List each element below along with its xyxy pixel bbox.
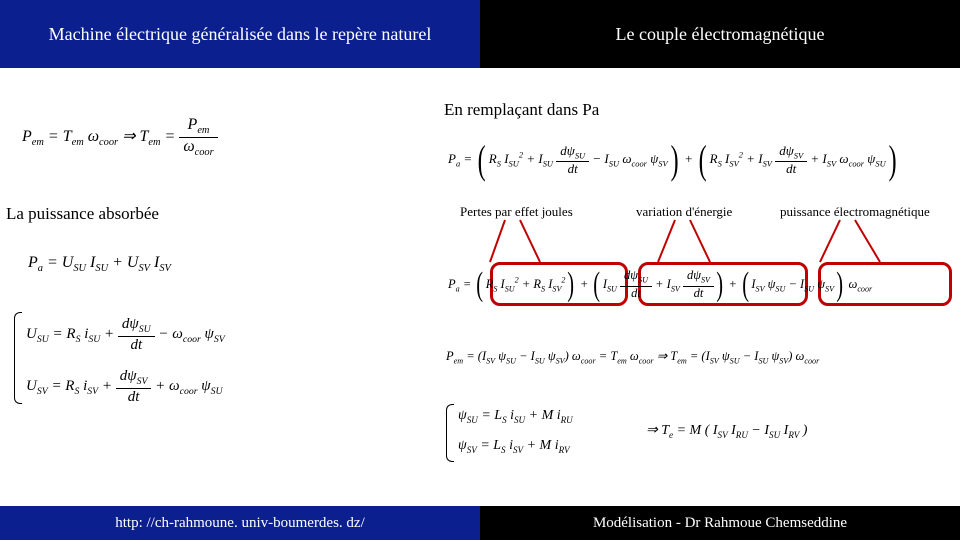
header-right-title: Le couple électromagnétique xyxy=(480,0,960,68)
header-left-title: Machine électrique généralisée dans le r… xyxy=(0,0,480,68)
brace-u-system xyxy=(14,312,22,404)
eq-pa-expanded: Pa = (RS ISU2 + ISU dψSUdt − ISU ωcoor ψ… xyxy=(448,140,899,180)
eq-pa-grouped: Pa = (RS ISU2 + RS ISV2) + (ISU dψSUdt +… xyxy=(448,268,872,302)
eq-pem-result: Pem = (ISV ψSU − ISU ψSV) ωcoor = Tem ωc… xyxy=(446,348,819,366)
label-replace: En remplaçant dans Pa xyxy=(444,100,599,120)
eq-pa-sum: Pa = USU ISU + USV ISV xyxy=(28,254,171,274)
label-joule: Pertes par effet joules xyxy=(460,204,573,220)
eq-te-result: ⇒ Te = M ( ISV IRU − ISU IRV ) xyxy=(646,422,807,440)
brace-psi-system xyxy=(446,404,454,462)
slide-body: Pem = Tem ωcoor ⇒ Tem = Pemωcoor En remp… xyxy=(0,68,960,506)
eq-psi-su: ψSU = LS iSU + M iRU xyxy=(458,408,573,425)
label-absorbed: La puissance absorbée xyxy=(6,204,159,224)
footer-author: Modélisation - Dr Rahmoue Chemseddine xyxy=(480,506,960,540)
eq-psi-sv: ψSV = LS iSV + M iRV xyxy=(458,438,570,455)
eq-usv: USV = RS iSV + dψSVdt + ωcoor ψSU xyxy=(26,368,223,405)
eq-usu: USU = RS iSU + dψSUdt − ωcoor ψSV xyxy=(26,316,225,353)
eq-pem-tem: Pem = Tem ωcoor ⇒ Tem = Pemωcoor xyxy=(22,116,218,158)
label-energy: variation d'énergie xyxy=(636,204,732,220)
label-em-power: puissance électromagnétique xyxy=(780,204,930,220)
footer-url: http: //ch-rahmoune. univ-boumerdes. dz/ xyxy=(0,506,480,540)
